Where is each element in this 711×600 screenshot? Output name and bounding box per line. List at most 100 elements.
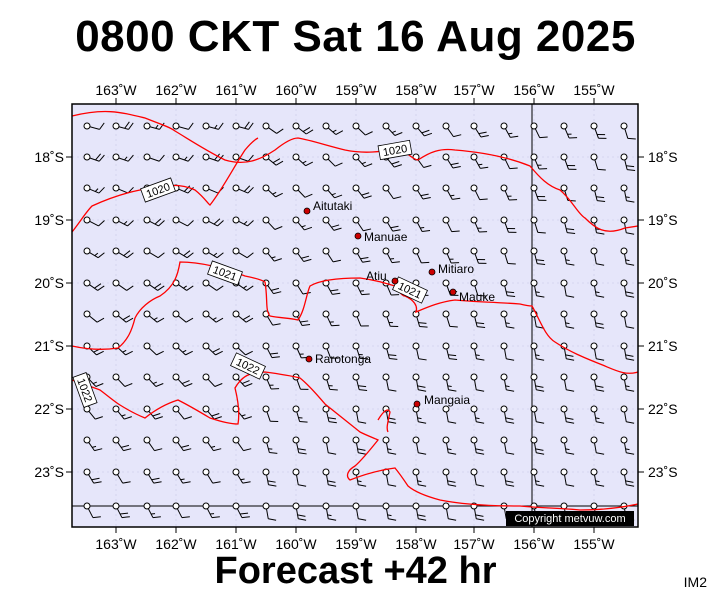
wind-barb-feather: [302, 126, 311, 132]
wind-barb-feather: [330, 289, 339, 292]
wind-barb-feather: [92, 516, 101, 519]
wind-barb-icon: [560, 216, 576, 235]
wind-barb-icon: [352, 279, 370, 296]
wind-barb-feather: [506, 358, 515, 361]
wind-barb-feather: [537, 231, 546, 234]
wind-barb-feather: [211, 445, 216, 448]
wind-barb-station: [530, 405, 538, 413]
wind-barb-icon: [202, 373, 223, 387]
wind-barb-icon: [442, 468, 457, 487]
lat-label: 19˚S: [648, 212, 678, 228]
wind-barb-feather: [626, 295, 635, 298]
wind-barb-staff: [386, 379, 389, 390]
wind-barb-icon: [530, 122, 548, 139]
wind-barb-staff: [474, 253, 479, 264]
wind-barb-feather: [181, 380, 190, 385]
wind-barb-staff: [326, 411, 330, 422]
wind-barb-icon: [292, 436, 307, 455]
wind-barb-staff: [208, 284, 217, 291]
wind-barb-staff: [327, 158, 336, 167]
wind-barb-staff: [447, 190, 453, 200]
wind-barb-station: [262, 436, 270, 444]
wind-barb-icon: [262, 122, 284, 134]
wind-barb-icon: [442, 122, 462, 138]
wind-barb-staff: [357, 253, 363, 263]
wind-barb-icon: [590, 184, 606, 203]
wind-barb-staff: [237, 474, 244, 484]
wind-barb-icon: [202, 122, 224, 130]
wind-barb-staff: [594, 474, 597, 485]
wind-barb-feather: [394, 132, 403, 136]
wind-barb-station: [172, 153, 180, 161]
wind-barb-icon: [83, 247, 105, 259]
wind-barb-icon: [143, 342, 164, 356]
wind-barb-staff: [416, 508, 419, 519]
wind-barb-icon: [83, 436, 103, 452]
wind-barb-icon: [470, 436, 485, 455]
wind-barb-icon: [590, 342, 605, 361]
wind-barb-staff: [147, 508, 154, 518]
wind-barb-station: [292, 122, 300, 130]
wind-barb-feather: [388, 389, 397, 392]
wind-barb-staff: [296, 379, 301, 390]
wind-barb-feather: [274, 258, 282, 262]
wind-barb-feather: [535, 385, 544, 388]
wind-barb-icon: [412, 502, 427, 521]
lon-label: 163˚W: [95, 82, 137, 98]
wind-barb-staff: [564, 285, 567, 296]
wind-barb-staff: [624, 190, 627, 201]
wind-barb-icon: [620, 247, 635, 266]
wind-barb-station: [412, 247, 420, 255]
wind-barb-feather: [476, 389, 485, 392]
wind-barb-feather: [417, 385, 426, 388]
wind-barb-icon: [322, 247, 342, 263]
wind-barb-feather: [157, 252, 165, 259]
wind-barb-staff: [594, 411, 597, 422]
wind-barb-icon: [262, 216, 283, 230]
wind-barb-staff: [534, 474, 537, 485]
wind-barb-icon: [620, 310, 635, 329]
wind-barb-icon: [412, 153, 432, 168]
wind-barb-feather: [180, 478, 185, 481]
wind-barb-feather: [476, 322, 485, 325]
wind-barb-staff: [327, 189, 335, 199]
wind-barb-staff: [267, 253, 275, 262]
wind-barb-icon: [470, 216, 488, 233]
wind-barb-staff: [297, 253, 305, 262]
wind-barb-station: [500, 216, 508, 224]
wind-barb-icon: [112, 279, 134, 291]
wind-barb-feather: [214, 153, 221, 161]
wind-barb-staff: [504, 474, 507, 485]
wind-barb-feather: [358, 421, 367, 424]
wind-barb-icon: [292, 247, 312, 262]
wind-barb-icon: [172, 310, 194, 323]
wind-barb-station: [470, 216, 478, 224]
wind-barb-feather: [565, 259, 570, 262]
wind-barb-feather: [331, 224, 340, 228]
wind-barb-staff: [446, 316, 451, 327]
wind-barb-staff: [504, 159, 511, 169]
wind-barb-feather: [391, 130, 397, 134]
wind-barb-staff: [118, 284, 127, 291]
wind-barb-feather: [423, 164, 432, 168]
wind-barb-icon: [352, 310, 369, 327]
lat-label: 21˚S: [34, 338, 64, 354]
wind-barb-feather: [297, 514, 306, 517]
wind-barb-icon: [352, 373, 368, 392]
wind-barb-staff: [297, 221, 305, 231]
wind-barb-feather: [508, 132, 513, 135]
wind-barb-feather: [448, 389, 457, 392]
wind-barb-staff: [326, 508, 329, 519]
wind-barb-feather: [121, 414, 126, 417]
wind-barb-icon: [530, 342, 545, 361]
wind-barb-feather: [95, 416, 103, 420]
wind-barb-feather: [418, 322, 427, 324]
wind-barb-feather: [390, 225, 399, 229]
wind-barb-feather: [96, 350, 104, 356]
wind-barb-station: [232, 468, 240, 476]
wind-barb-staff: [504, 508, 507, 519]
wind-barb-feather: [418, 389, 427, 392]
wind-barb-feather: [537, 263, 546, 266]
wind-barb-icon: [382, 247, 400, 264]
wind-barb-icon: [172, 502, 190, 519]
